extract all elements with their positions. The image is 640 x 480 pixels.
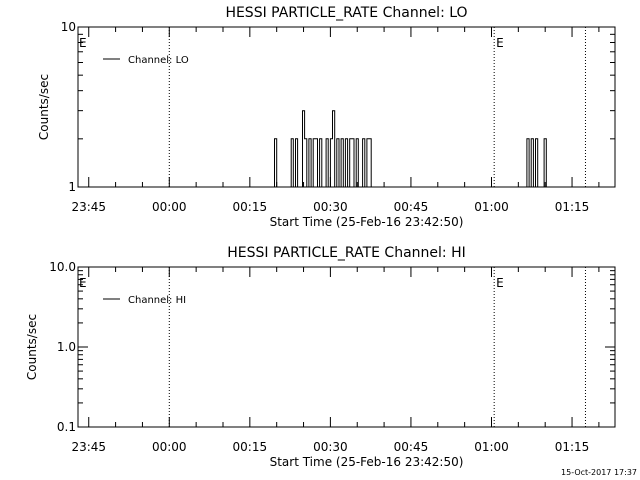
x-tick-label: 01:00 xyxy=(474,200,509,214)
x-tick-label: 00:30 xyxy=(313,440,348,454)
x-tick-label: 00:30 xyxy=(313,200,348,214)
x-tick-label: 01:15 xyxy=(555,440,590,454)
chart-panel-1: HESSI PARTICLE_RATE Channel: HI Start Tim… xyxy=(25,245,616,469)
x-tick-label: 00:15 xyxy=(233,200,268,214)
x-axis-label: Start Time (25-Feb-16 23:42:50) xyxy=(270,215,464,229)
x-axis-label: Start Time (25-Feb-16 23:42:50) xyxy=(270,455,464,469)
y-axis-label: Counts/sec xyxy=(37,74,51,140)
x-tick-label: 00:45 xyxy=(394,440,429,454)
edge-marker-label: E xyxy=(79,276,87,290)
y-tick-label: 10.0 xyxy=(49,260,76,274)
y-tick-label: 1 xyxy=(68,180,76,194)
x-tick-label: 01:00 xyxy=(474,440,509,454)
x-tick-label: 00:15 xyxy=(233,440,268,454)
x-tick-label: 23:45 xyxy=(71,200,106,214)
plot-frame xyxy=(77,266,616,428)
event-marker-label: E xyxy=(496,36,504,50)
x-tick-label: 01:15 xyxy=(555,200,590,214)
legend-label: Channel: LO xyxy=(128,55,189,66)
x-tick-label: 23:45 xyxy=(71,440,106,454)
chart-title: HESSI PARTICLE_RATE Channel: HI xyxy=(227,245,465,261)
series-line xyxy=(272,110,551,188)
chart-panel-0: HESSI PARTICLE_RATE Channel: LO Start Tim… xyxy=(37,5,616,229)
event-marker-label: E xyxy=(496,276,504,290)
edge-marker-label: E xyxy=(79,36,87,50)
x-tick-label: 00:45 xyxy=(394,200,429,214)
legend-label: Channel: HI xyxy=(128,295,186,306)
y-tick-label: 0.1 xyxy=(57,420,76,434)
y-tick-label: 1.0 xyxy=(57,340,76,354)
x-tick-label: 00:00 xyxy=(152,440,187,454)
y-tick-label: 10 xyxy=(61,20,76,34)
plot-frame xyxy=(77,26,616,188)
x-tick-label: 00:00 xyxy=(152,200,187,214)
footer-timestamp: 15-Oct-2017 17:37 xyxy=(561,468,637,477)
chart-title: HESSI PARTICLE_RATE Channel: LO xyxy=(225,5,467,21)
y-axis-label: Counts/sec xyxy=(25,314,39,380)
